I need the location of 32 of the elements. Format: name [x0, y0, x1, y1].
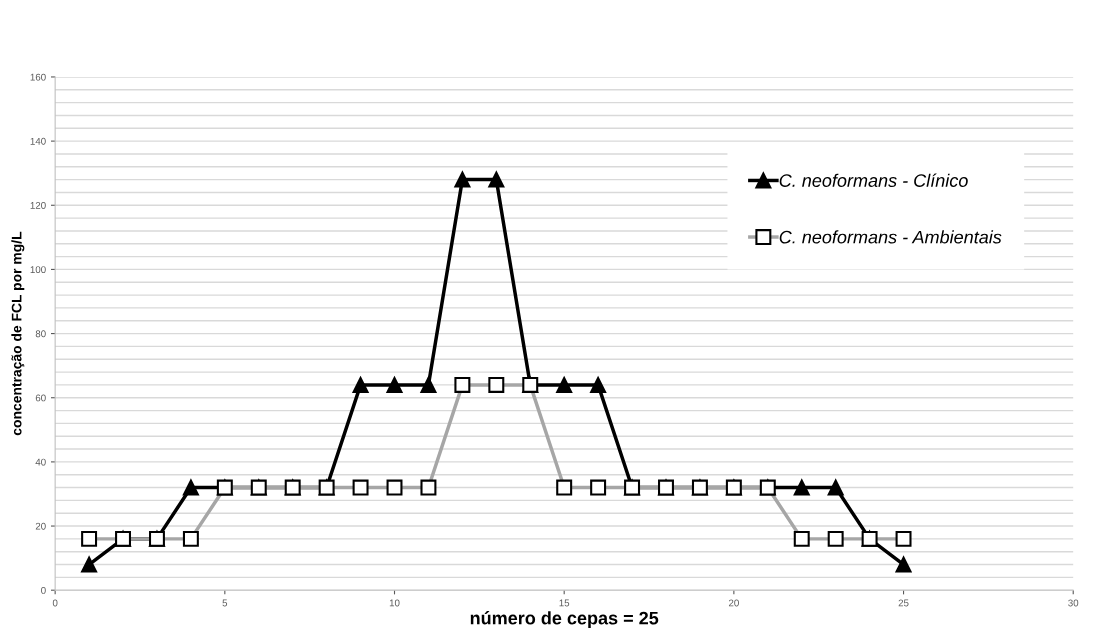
- point: [590, 376, 607, 393]
- point: [488, 171, 505, 188]
- point: [895, 556, 912, 573]
- point: [420, 376, 437, 393]
- point: [454, 171, 471, 188]
- x-tick-label: 10: [389, 599, 400, 607]
- y-tick-label: 120: [30, 202, 46, 209]
- y-tick-label: 40: [35, 458, 46, 466]
- y-tick-label: 140: [30, 137, 46, 145]
- x-tick-label: 20: [728, 599, 739, 607]
- legend-label: C. neoformans - Clínico: [779, 173, 968, 187]
- point: [352, 376, 369, 393]
- y-tick-label: 20: [35, 522, 46, 530]
- x-tick-label: 0: [52, 599, 58, 607]
- y-tick-label: 100: [30, 266, 46, 274]
- point: [81, 556, 98, 573]
- y-axis-title: concentração de FCL por mg/L: [11, 231, 25, 436]
- point: [793, 479, 810, 496]
- x-axis-title: número de cepas = 25: [470, 611, 659, 629]
- point: [386, 376, 403, 393]
- x-tick-label: 25: [898, 599, 909, 607]
- point: [556, 376, 573, 393]
- point: [182, 479, 199, 496]
- y-tick-label: 160: [30, 73, 46, 81]
- y-tick-label: 60: [35, 394, 46, 402]
- y-tick-label: 0: [41, 586, 46, 594]
- point: [827, 479, 844, 496]
- x-tick-label: 15: [559, 599, 570, 607]
- legend-label: C. neoformans - Ambientais: [779, 230, 1002, 244]
- x-tick-label: 5: [222, 599, 228, 607]
- x-tick-label: 30: [1068, 599, 1079, 607]
- y-tick-label: 80: [35, 330, 46, 338]
